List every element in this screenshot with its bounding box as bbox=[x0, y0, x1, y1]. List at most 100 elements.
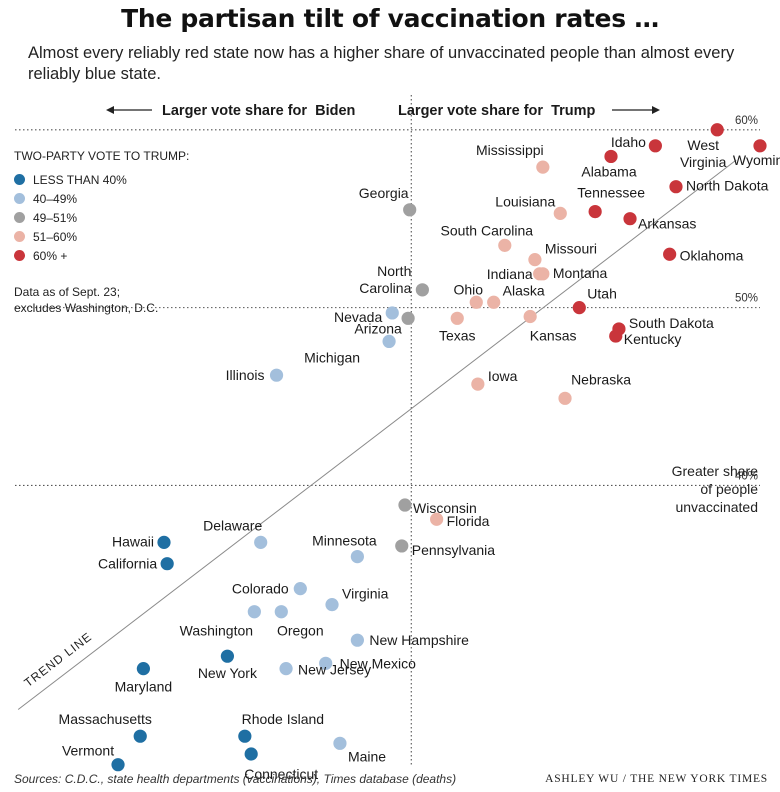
legend: TWO-PARTY VOTE TO TRUMP: LESS THAN 40% 40… bbox=[14, 149, 189, 265]
label-maine: Maine bbox=[348, 748, 386, 764]
point-washington bbox=[247, 605, 261, 619]
label-oregon: Oregon bbox=[277, 623, 324, 639]
point-massachusetts bbox=[133, 729, 147, 743]
point-maryland bbox=[136, 662, 150, 676]
label-louisiana: Louisiana bbox=[495, 193, 555, 209]
point-alabama bbox=[604, 149, 618, 164]
chart-title: The partisan tilt of vaccination rates … bbox=[121, 4, 659, 33]
trend-line bbox=[17, 159, 737, 710]
legend-label: 49–51% bbox=[33, 210, 78, 225]
label-vermont: Vermont bbox=[62, 743, 114, 759]
label-connecticut: Connecticut bbox=[244, 766, 318, 782]
left-arrow-head bbox=[106, 106, 114, 114]
data-note-line1: Data as of Sept. 23; bbox=[14, 285, 121, 299]
label-mississippi: Mississippi bbox=[476, 142, 544, 158]
data-note: Data as of Sept. 23; excludes Washington… bbox=[14, 284, 214, 316]
label-georgia: Georgia bbox=[359, 185, 409, 201]
right-arrow-head bbox=[652, 106, 660, 114]
label-kansas: Kansas bbox=[530, 328, 577, 344]
legend-item-5: 60% + bbox=[14, 246, 189, 265]
legend-title: TWO-PARTY VOTE TO TRUMP: bbox=[14, 149, 190, 163]
label-iowa: Iowa bbox=[488, 368, 518, 384]
legend-label: 51–60% bbox=[33, 229, 78, 244]
point-colorado bbox=[293, 582, 307, 596]
label-texas: Texas bbox=[439, 327, 476, 343]
point-florida bbox=[430, 512, 444, 526]
label-north-carolina-2: Carolina bbox=[359, 280, 411, 296]
label-maryland: Maryland bbox=[115, 679, 173, 695]
header-left-label: Larger vote share for Biden bbox=[162, 103, 355, 119]
label-arizona: Arizona bbox=[354, 320, 402, 336]
y-tick-label-60: 60% bbox=[735, 115, 758, 127]
label-south-carolina: South Carolina bbox=[440, 222, 533, 238]
label-south-dakota: South Dakota bbox=[629, 315, 714, 331]
legend-item-3: 49–51% bbox=[14, 208, 189, 227]
legend-items: LESS THAN 40% 40–49% 49–51% 51–60% 60% + bbox=[14, 170, 189, 265]
point-missouri bbox=[528, 253, 542, 267]
label-massachusetts: Massachusetts bbox=[59, 711, 152, 727]
legend-item-4: 51–60% bbox=[14, 227, 189, 246]
label-north-carolina-1: North bbox=[377, 263, 411, 279]
label-kentucky: Kentucky bbox=[624, 331, 682, 347]
point-maine bbox=[333, 736, 347, 750]
label-nevada: Nevada bbox=[334, 309, 382, 325]
legend-label: LESS THAN 40% bbox=[33, 172, 127, 187]
legend-label: 40–49% bbox=[33, 191, 78, 206]
legend-swatch bbox=[14, 212, 25, 223]
point-georgia bbox=[403, 203, 417, 217]
point-kentucky bbox=[609, 329, 623, 343]
point-montana bbox=[536, 267, 550, 281]
y-tick-label-40: 40% bbox=[735, 470, 758, 482]
point-north-carolina bbox=[415, 283, 429, 297]
point-illinois bbox=[269, 368, 284, 382]
label-pennsylvania: Pennsylvania bbox=[412, 542, 495, 558]
point-wyoming bbox=[753, 139, 767, 153]
point-mississippi bbox=[536, 160, 550, 174]
label-north-dakota: North Dakota bbox=[686, 178, 769, 194]
legend-swatch bbox=[14, 250, 25, 261]
point-texas bbox=[450, 311, 464, 325]
data-points bbox=[111, 123, 767, 772]
label-west-virginia-2: Virginia bbox=[680, 154, 727, 170]
point-minnesota bbox=[350, 549, 364, 564]
sources-note: Sources: C.D.C., state health department… bbox=[14, 772, 457, 786]
chart-subtitle: Almost every reliably red state now has … bbox=[28, 44, 735, 83]
point-arkansas bbox=[623, 212, 637, 226]
credit-line: ASHLEY WU / THE NEW YORK TIMES bbox=[545, 773, 768, 785]
state-labels: Hawaii California New York Maryland Massachu… bbox=[59, 134, 780, 782]
label-michigan: Michigan bbox=[304, 349, 360, 365]
point-oregon bbox=[274, 605, 288, 619]
point-new-mexico bbox=[319, 656, 333, 670]
point-rhode-island bbox=[238, 729, 252, 743]
label-wisconsin: Wisconsin bbox=[413, 500, 477, 516]
label-florida: Florida bbox=[447, 513, 490, 529]
label-virginia: Virginia bbox=[342, 586, 389, 602]
point-west-virginia bbox=[710, 123, 724, 137]
label-colorado: Colorado bbox=[232, 581, 289, 597]
label-arkansas: Arkansas bbox=[638, 216, 696, 232]
point-virginia bbox=[325, 598, 339, 612]
point-tennessee bbox=[588, 204, 602, 219]
point-california bbox=[160, 557, 174, 571]
point-nevada bbox=[385, 306, 399, 320]
point-wisconsin bbox=[398, 498, 412, 512]
legend-item-2: 40–49% bbox=[14, 189, 189, 208]
point-hawaii bbox=[157, 535, 171, 549]
gridlines: 40% 50% 60% bbox=[15, 95, 760, 765]
label-new-mexico: New Mexico bbox=[340, 655, 416, 671]
label-oklahoma: Oklahoma bbox=[680, 247, 744, 263]
legend-swatch bbox=[14, 231, 25, 242]
legend-swatch bbox=[14, 174, 25, 185]
point-pennsylvania bbox=[395, 539, 409, 553]
point-delaware bbox=[254, 535, 268, 549]
label-new-jersey: New Jersey bbox=[298, 662, 371, 678]
point-utah bbox=[572, 301, 586, 315]
legend-label: 60% + bbox=[33, 248, 68, 263]
header-right-label: Larger vote share for Trump bbox=[398, 103, 596, 119]
label-washington: Washington bbox=[180, 623, 253, 639]
label-indiana: Indiana bbox=[487, 266, 533, 282]
data-note-line2: excludes Washington, D.C. bbox=[14, 301, 159, 315]
point-south-carolina bbox=[498, 238, 512, 252]
point-oklahoma bbox=[663, 247, 677, 261]
greater-line2: of people bbox=[700, 481, 758, 497]
